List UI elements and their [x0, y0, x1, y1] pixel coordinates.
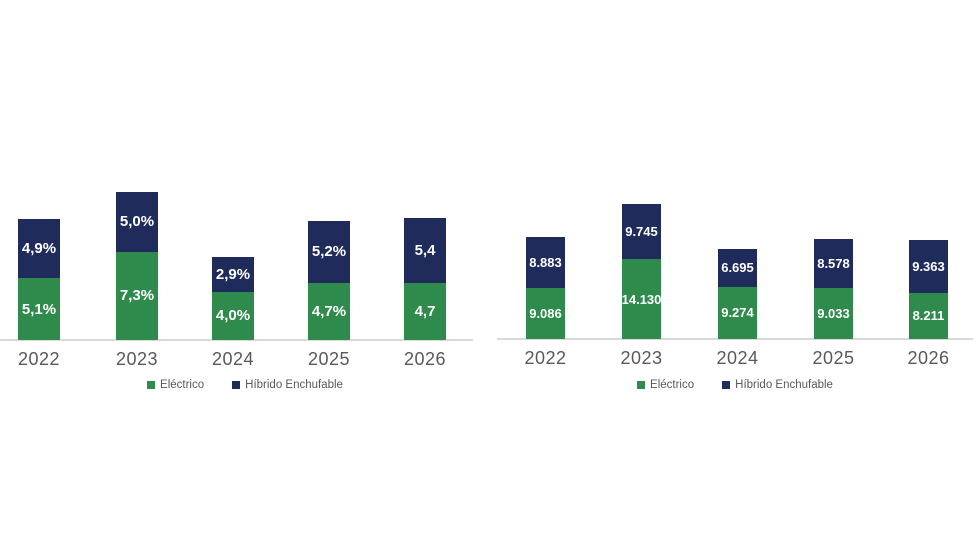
legend-swatch-hibrido-icon: [722, 381, 731, 389]
bar-value-label: 8.883: [529, 254, 562, 270]
x-axis-label-2023: 2023: [115, 349, 159, 369]
bar-segment-electrico-2026: 4,7: [404, 283, 446, 340]
bar-segment-hibrido-enchufable-2026: 5,4: [404, 218, 446, 284]
bar-segment-electrico-2023: 14.130: [622, 259, 661, 339]
x-axis-label-2024: 2024: [716, 348, 759, 368]
bar-segment-hibrido-enchufable-2025: 5,2%: [308, 220, 350, 284]
bar-segment-hibrido-enchufable-2025: 8.578: [814, 239, 853, 288]
bar-value-label: 5,4: [414, 242, 436, 260]
x-axis-line: [0, 339, 473, 341]
legend-swatch-electrico-icon: [147, 381, 156, 389]
x-axis-label-2022: 2022: [524, 348, 567, 368]
legend-item-hibrido: Híbrido Enchufable: [722, 379, 833, 391]
x-axis-label-2022: 2022: [17, 349, 61, 369]
chart-units-stacked-bar: Eléctrico Híbrido Enchufable 9.086 8.883 2…: [490, 0, 980, 560]
bar-value-label: 4,7%: [311, 303, 347, 321]
bar-segment-hibrido-enchufable-2026: 9.363: [909, 239, 948, 293]
bar-value-label: 2,9%: [215, 265, 251, 283]
x-axis-label-2026: 2026: [907, 348, 950, 368]
bar-value-label: 9.363: [912, 258, 945, 274]
legend: Eléctrico Híbrido Enchufable: [0, 379, 490, 391]
bar-value-label: 14.130: [621, 291, 662, 307]
bar-segment-electrico-2026: 8.211: [909, 292, 948, 339]
chart-percent-stacked-bar: Eléctrico Híbrido Enchufable 5,1% 4,9% 202…: [0, 191, 490, 391]
legend-label-hibrido: Híbrido Enchufable: [245, 379, 343, 391]
x-axis-label-2025: 2025: [812, 348, 855, 368]
bar-segment-hibrido-enchufable-2024: 2,9%: [212, 256, 254, 292]
x-axis-label-2023: 2023: [620, 348, 663, 368]
legend-swatch-electrico-icon: [637, 381, 646, 389]
bar-value-label: 9.086: [529, 305, 562, 321]
bar-value-label: 4,0%: [215, 307, 251, 325]
x-axis-label-2026: 2026: [403, 349, 447, 369]
x-axis-line: [497, 338, 973, 340]
bar-segment-hibrido-enchufable-2023: 9.745: [622, 203, 661, 260]
bar-value-label: 6.695: [721, 260, 754, 276]
bar-value-label: 9.274: [721, 305, 754, 321]
legend: Eléctrico Híbrido Enchufable: [490, 379, 980, 391]
bar-value-label: 4,9%: [21, 240, 57, 258]
bar-segment-electrico-2024: 9.274: [718, 286, 757, 339]
bar-value-label: 8.578: [817, 256, 850, 272]
bar-segment-electrico-2024: 4,0%: [212, 291, 254, 340]
legend-swatch-hibrido-icon: [232, 381, 241, 389]
x-axis-label-2024: 2024: [211, 349, 255, 369]
legend-item-electrico: Eléctrico: [637, 379, 694, 391]
bar-value-label: 8.211: [912, 308, 945, 324]
bar-value-label: 5,2%: [311, 243, 347, 261]
bar-segment-hibrido-enchufable-2022: 8.883: [526, 237, 565, 288]
bar-value-label: 5,0%: [119, 213, 155, 231]
bar-value-label: 9.745: [625, 224, 658, 240]
bar-segment-electrico-2025: 4,7%: [308, 283, 350, 340]
x-axis-label-2025: 2025: [307, 349, 351, 369]
bar-value-label: 9.033: [817, 305, 850, 321]
bar-segment-electrico-2022: 5,1%: [18, 278, 60, 340]
legend-item-hibrido: Híbrido Enchufable: [232, 379, 343, 391]
legend-label-hibrido: Híbrido Enchufable: [735, 379, 833, 391]
bar-segment-electrico-2023: 7,3%: [116, 251, 158, 340]
legend-label-electrico: Eléctrico: [650, 379, 695, 391]
bar-value-label: 4,7: [414, 303, 436, 321]
bar-segment-hibrido-enchufable-2024: 6.695: [718, 248, 757, 287]
bar-value-label: 5,1%: [21, 300, 57, 318]
bar-value-label: 7,3%: [119, 287, 155, 305]
legend-label-electrico: Eléctrico: [160, 379, 205, 391]
bar-segment-electrico-2025: 9.033: [814, 287, 853, 339]
bar-segment-electrico-2022: 9.086: [526, 287, 565, 339]
legend-item-electrico: Eléctrico: [147, 379, 204, 391]
bar-segment-hibrido-enchufable-2023: 5,0%: [116, 191, 158, 252]
bar-segment-hibrido-enchufable-2022: 4,9%: [18, 219, 60, 279]
